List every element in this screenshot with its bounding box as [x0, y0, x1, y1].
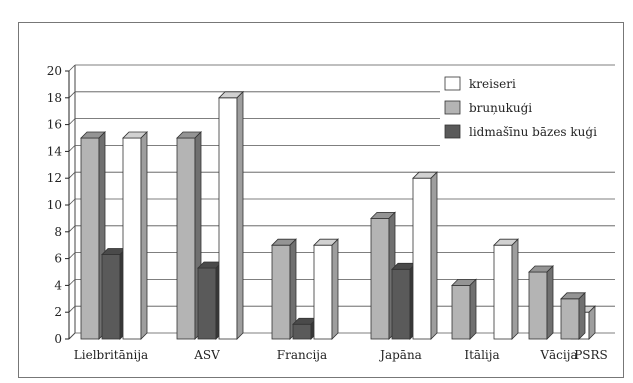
legend-label: lidmašīnu bāzes kuģi [469, 125, 597, 139]
gridline-depth [68, 91, 76, 99]
bar-carrier [292, 317, 318, 340]
bar-front [370, 217, 390, 340]
y-axis: 0 2 4 6 8 10 12 14 16 18 20 [47, 64, 70, 346]
legend-label: bruņukuģi [469, 101, 532, 115]
legend-label: kreiseri [469, 77, 516, 91]
x-category-label: Vācija [539, 348, 577, 362]
bar-cruiser [122, 131, 148, 340]
bar-battleship [451, 278, 477, 340]
y-tick-label: 8 [54, 225, 62, 239]
y-tick-label: 2 [54, 305, 62, 319]
bar-front [493, 244, 513, 340]
bar-front [176, 137, 196, 340]
bar-front [560, 298, 580, 340]
bar-side [469, 278, 477, 340]
bar-side [236, 90, 244, 340]
x-category-label: ASV [193, 348, 220, 362]
bar-cruiser [313, 238, 339, 340]
y-tick-label: 20 [47, 64, 62, 78]
legend-swatch [444, 100, 461, 115]
y-tick-label: 4 [54, 278, 62, 292]
gridline-depth [68, 171, 76, 179]
bar-battleship [370, 211, 396, 340]
bar-side [140, 131, 148, 340]
gridline-depth [68, 332, 76, 340]
bar-front [101, 254, 121, 340]
x-category-label: Itālija [464, 348, 499, 362]
gridline-depth [68, 279, 76, 286]
bar-cruiser [493, 238, 519, 340]
bar-battleship [176, 131, 202, 340]
chart-frame: 0 2 4 6 8 10 12 14 16 18 20 Lielbritānija ASV Franci… [18, 22, 624, 378]
bar-carrier [391, 262, 417, 340]
x-category-label: Lielbritānija [74, 348, 148, 362]
legend-box [440, 71, 622, 147]
bars [80, 90, 596, 340]
bar-battleship [271, 238, 297, 340]
bar-cruiser [218, 90, 244, 340]
y-tick-label: 0 [54, 332, 62, 346]
gridline-depth [68, 64, 76, 72]
gridline-depth [68, 198, 76, 206]
legend-swatch [444, 76, 461, 91]
x-category-label: Japāna [378, 348, 422, 362]
bar-front [218, 97, 238, 340]
legend-swatch [444, 124, 461, 139]
bar-side [588, 305, 596, 340]
bar-front [122, 137, 142, 340]
bar-front [197, 267, 217, 340]
gridline-depth [68, 252, 76, 259]
y-tick-label: 6 [54, 252, 62, 266]
bar-carrier [101, 247, 127, 340]
bar-front [528, 271, 548, 340]
y-tick-label: 12 [47, 171, 62, 185]
bar-carrier [197, 261, 223, 340]
x-category-label: Francija [277, 348, 327, 362]
legend: kreiseri bruņukuģi lidmašīnu bāzes kuģi [440, 71, 622, 147]
bar-side [430, 171, 438, 340]
y-tick-label: 14 [47, 144, 63, 158]
bar-front [80, 137, 100, 340]
bar-side [331, 238, 339, 340]
gridline-depth [68, 145, 76, 152]
bar-front [412, 177, 432, 340]
x-category-label: PSRS [574, 348, 608, 362]
bar-cruiser [412, 171, 438, 340]
y-tick-label: 16 [47, 118, 62, 132]
bar-chart: 0 2 4 6 8 10 12 14 16 18 20 Lielbritānija ASV Franci… [47, 64, 622, 362]
bar-side [511, 238, 519, 340]
gridline-depth [68, 225, 76, 233]
category-labels: Lielbritānija ASV Francija Japāna Itālija Vāc… [74, 348, 608, 362]
gridline-depth [68, 118, 76, 125]
bar-front [313, 244, 333, 340]
bar-battleship [80, 131, 106, 340]
bar-battleship [560, 291, 586, 340]
bar-front [451, 284, 471, 340]
bar-front [271, 244, 291, 340]
gridlines [68, 64, 615, 340]
bar-front [292, 323, 312, 340]
bar-side [578, 291, 586, 340]
gridline-depth [68, 305, 76, 313]
y-tick-label: 18 [47, 91, 62, 105]
bar-battleship [528, 265, 554, 340]
bar-front [391, 268, 411, 340]
y-tick-label: 10 [47, 198, 62, 212]
bar-side [546, 265, 554, 340]
